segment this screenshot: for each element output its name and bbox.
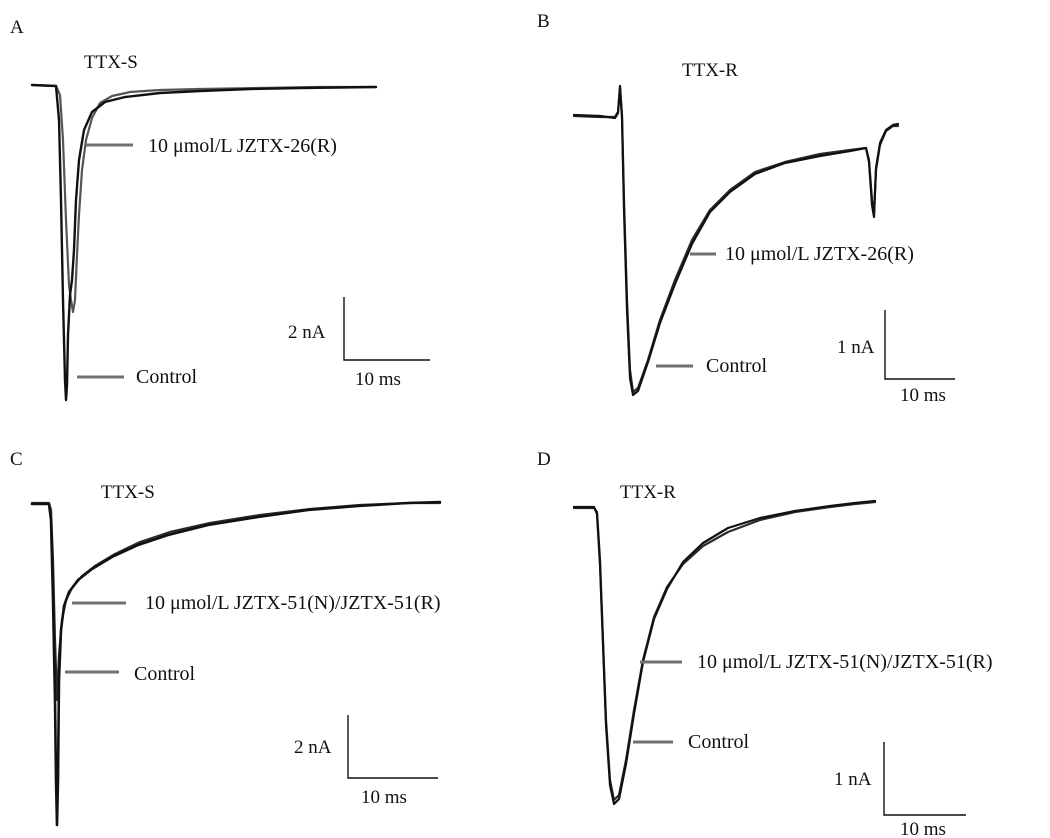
panel-a-scale-time: 10 ms bbox=[355, 369, 401, 390]
panel-a-control-trace bbox=[30, 83, 378, 402]
panel-letter-d: D bbox=[537, 449, 551, 470]
panel-c-scale-bar bbox=[347, 715, 438, 779]
panel-a-scale-bar bbox=[343, 297, 430, 361]
panel-b-scale-bar bbox=[884, 310, 955, 380]
panel-b: B TTX-R 10 μmol/L JZTX-26(R) Control 1 n… bbox=[537, 11, 955, 406]
panel-letter-b: B bbox=[537, 11, 550, 32]
panel-d-scale-current: 1 nA bbox=[834, 769, 872, 790]
panel-d-current-type: TTX-R bbox=[620, 482, 676, 503]
panel-a-control-label: Control bbox=[136, 366, 198, 388]
panel-d-control-trace bbox=[572, 499, 877, 806]
panel-c-current-type: TTX-S bbox=[101, 482, 155, 503]
panel-a: A TTX-S 10 μmol/L JZTX-26(R) Control 2 n… bbox=[10, 17, 430, 402]
panel-b-scale-time: 10 ms bbox=[900, 385, 946, 406]
panel-c: C TTX-S 10 μmol/L JZTX-51(N)/JZTX-51(R) … bbox=[10, 449, 442, 827]
panel-d-control-label: Control bbox=[688, 731, 750, 753]
panel-c-scale-time: 10 ms bbox=[361, 787, 407, 808]
panel-c-control-label: Control bbox=[134, 663, 196, 685]
panel-a-scale-current: 2 nA bbox=[288, 322, 326, 343]
panel-a-toxin-trace bbox=[30, 83, 378, 314]
panel-a-toxin-label: 10 μmol/L JZTX-26(R) bbox=[148, 135, 337, 157]
panel-c-toxin-label: 10 μmol/L JZTX-51(N)/JZTX-51(R) bbox=[145, 592, 441, 614]
panel-b-current-type: TTX-R bbox=[682, 60, 738, 81]
panel-b-toxin-label: 10 μmol/L JZTX-26(R) bbox=[725, 243, 914, 265]
panel-d: D TTX-R 10 μmol/L JZTX-51(N)/JZTX-51(R) … bbox=[537, 449, 993, 838]
panel-c-control-trace bbox=[30, 500, 442, 827]
panel-d-scale-time: 10 ms bbox=[900, 819, 946, 838]
panel-letter-c: C bbox=[10, 449, 23, 470]
panel-b-control-label: Control bbox=[706, 355, 768, 377]
panel-d-scale-bar bbox=[883, 742, 966, 816]
panel-b-scale-current: 1 nA bbox=[837, 337, 875, 358]
panel-b-control-trace bbox=[572, 84, 900, 397]
panel-c-scale-current: 2 nA bbox=[294, 737, 332, 758]
panel-d-toxin-label: 10 μmol/L JZTX-51(N)/JZTX-51(R) bbox=[697, 651, 993, 673]
panel-a-current-type: TTX-S bbox=[84, 52, 138, 73]
panel-letter-a: A bbox=[10, 17, 24, 38]
